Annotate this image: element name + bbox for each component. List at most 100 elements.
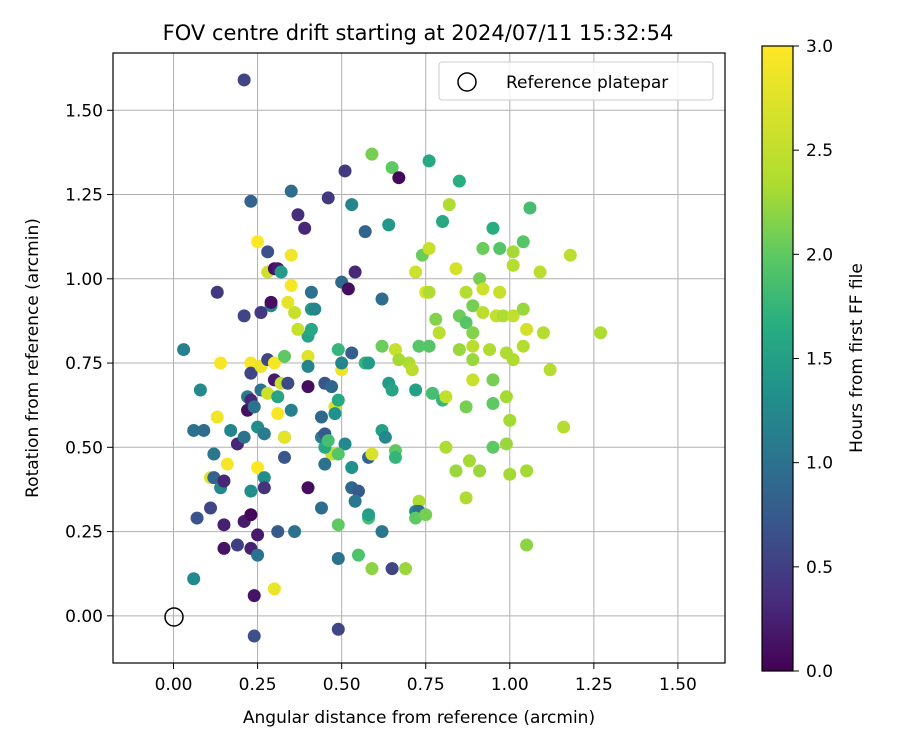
- colorbar-tick-label: 2.5: [806, 141, 833, 161]
- data-point: [399, 562, 413, 576]
- data-points: [177, 73, 608, 643]
- data-point: [476, 306, 490, 320]
- data-point: [341, 282, 355, 296]
- data-point: [308, 302, 322, 316]
- legend-marker-icon: [457, 72, 477, 92]
- data-point: [459, 400, 473, 414]
- data-point: [506, 258, 520, 272]
- legend: Reference platepar: [438, 61, 714, 101]
- data-point: [422, 339, 436, 353]
- data-point: [462, 454, 476, 468]
- data-point: [385, 562, 399, 576]
- data-point: [318, 457, 332, 471]
- x-tick-label: 0.75: [407, 675, 445, 695]
- data-point: [388, 343, 402, 357]
- data-point: [516, 339, 530, 353]
- data-point: [271, 407, 285, 421]
- data-point: [439, 440, 453, 454]
- data-point: [392, 171, 406, 185]
- data-point: [466, 373, 480, 387]
- data-point: [506, 245, 520, 259]
- data-point: [409, 383, 423, 397]
- data-point: [375, 525, 389, 539]
- data-point: [247, 629, 261, 643]
- x-tick-label: 1.50: [659, 675, 697, 695]
- data-point: [301, 481, 315, 495]
- data-point: [425, 386, 439, 400]
- y-tick-label: 1.50: [65, 101, 103, 121]
- data-point: [284, 279, 298, 293]
- data-point: [419, 508, 433, 522]
- data-point: [331, 622, 345, 636]
- data-point: [284, 184, 298, 198]
- data-point: [291, 208, 305, 222]
- colorbar-tick-label: 0.0: [806, 662, 833, 682]
- data-point: [264, 295, 278, 309]
- legend-box: [438, 61, 714, 101]
- legend-label: Reference platepar: [506, 73, 668, 93]
- data-point: [237, 73, 251, 87]
- data-point: [486, 373, 500, 387]
- data-point: [193, 383, 207, 397]
- data-point: [503, 413, 517, 427]
- data-point: [516, 235, 530, 249]
- data-point: [466, 326, 480, 340]
- data-point: [385, 161, 399, 175]
- data-point: [533, 265, 547, 279]
- colorbar-tick-label: 1.0: [806, 454, 833, 474]
- data-point: [351, 548, 365, 562]
- data-point: [177, 343, 191, 357]
- data-point: [392, 353, 406, 367]
- data-point: [466, 353, 480, 367]
- data-point: [557, 420, 571, 434]
- data-point: [244, 366, 258, 380]
- data-point: [348, 494, 362, 508]
- data-point: [284, 248, 298, 262]
- data-point: [271, 525, 285, 539]
- data-point: [281, 295, 295, 309]
- data-point: [338, 437, 352, 451]
- data-point: [328, 407, 342, 421]
- data-point: [486, 396, 500, 410]
- data-point: [439, 390, 453, 404]
- grid-lines: [113, 53, 725, 663]
- data-point: [298, 221, 312, 235]
- y-tick-label: 1.00: [65, 270, 103, 290]
- data-point: [466, 339, 480, 353]
- data-point: [247, 589, 261, 603]
- data-point: [244, 484, 258, 498]
- data-point: [210, 285, 224, 299]
- data-point: [267, 356, 281, 370]
- data-point: [520, 464, 534, 478]
- data-point: [348, 265, 362, 279]
- data-point: [493, 241, 507, 255]
- data-point: [422, 241, 436, 255]
- data-point: [230, 538, 244, 552]
- data-point: [291, 322, 305, 336]
- x-axis-ticks: 0.00 0.25 0.50 0.75 1.00 1.25 1.50: [155, 663, 697, 695]
- data-point: [499, 390, 513, 404]
- y-tick-label: 0.50: [65, 438, 103, 458]
- x-axis-label: Angular distance from reference (arcmin): [243, 708, 595, 728]
- data-point: [452, 174, 466, 188]
- data-point: [499, 437, 513, 451]
- y-axis-label: Rotation from reference (arcmin): [23, 218, 43, 498]
- plot-frame: [112, 52, 726, 664]
- x-tick-label: 0.00: [155, 675, 193, 695]
- data-point: [543, 363, 557, 377]
- data-point: [288, 525, 302, 539]
- data-point: [251, 548, 265, 562]
- data-point: [204, 501, 218, 515]
- data-point: [432, 326, 446, 340]
- data-point: [207, 471, 221, 485]
- data-point: [358, 225, 372, 239]
- data-point: [301, 349, 315, 363]
- data-point: [251, 528, 265, 542]
- data-point: [405, 363, 419, 377]
- data-point: [277, 450, 291, 464]
- data-point: [197, 423, 211, 437]
- data-point: [486, 221, 500, 235]
- data-point: [436, 215, 450, 229]
- data-point: [473, 464, 487, 478]
- x-tick-label: 0.25: [239, 675, 277, 695]
